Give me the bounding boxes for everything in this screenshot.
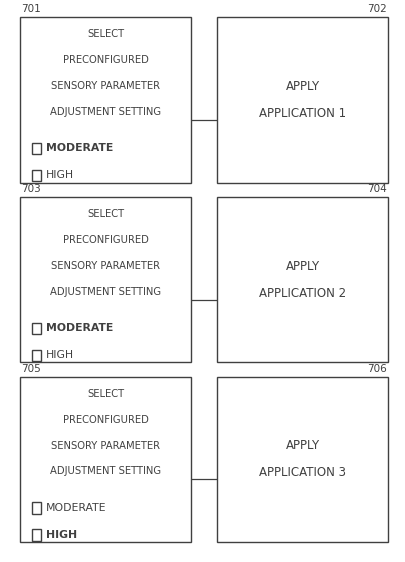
Text: APPLICATION 3: APPLICATION 3	[258, 466, 345, 479]
Text: HIGH: HIGH	[46, 530, 77, 540]
Text: SENSORY PARAMETER: SENSORY PARAMETER	[51, 441, 160, 451]
Text: 703: 703	[21, 184, 40, 194]
Text: ADJUSTMENT SETTING: ADJUSTMENT SETTING	[50, 466, 161, 477]
Text: 704: 704	[367, 184, 386, 194]
Text: ADJUSTMENT SETTING: ADJUSTMENT SETTING	[50, 287, 161, 297]
Text: 706: 706	[367, 364, 386, 374]
Text: HIGH: HIGH	[46, 350, 74, 360]
Bar	[20, 197, 190, 362]
Text: APPLICATION 1: APPLICATION 1	[258, 107, 345, 120]
Text: APPLY: APPLY	[285, 80, 319, 93]
Text: APPLICATION 2: APPLICATION 2	[258, 287, 345, 300]
Text: ADJUSTMENT SETTING: ADJUSTMENT SETTING	[50, 107, 161, 117]
Text: MODERATE: MODERATE	[46, 503, 107, 513]
Text: SELECT: SELECT	[87, 209, 124, 219]
Bar	[32, 529, 41, 541]
Bar	[20, 377, 190, 542]
Text: SELECT: SELECT	[87, 29, 124, 39]
Text: MODERATE: MODERATE	[46, 143, 113, 153]
Text: PRECONFIGURED: PRECONFIGURED	[62, 235, 148, 245]
Text: 702: 702	[367, 4, 386, 14]
Text: SENSORY PARAMETER: SENSORY PARAMETER	[51, 261, 160, 271]
Bar	[32, 323, 41, 334]
Bar	[32, 143, 41, 154]
Bar	[217, 377, 387, 542]
Bar	[217, 17, 387, 183]
Text: 701: 701	[21, 4, 40, 14]
Text: SELECT: SELECT	[87, 389, 124, 399]
Text: SENSORY PARAMETER: SENSORY PARAMETER	[51, 81, 160, 91]
Text: HIGH: HIGH	[46, 170, 74, 180]
Text: PRECONFIGURED: PRECONFIGURED	[62, 55, 148, 65]
Bar	[20, 17, 190, 183]
Bar	[217, 197, 387, 362]
Bar	[32, 170, 41, 181]
Text: PRECONFIGURED: PRECONFIGURED	[62, 415, 148, 425]
Text: APPLY: APPLY	[285, 260, 319, 273]
Bar	[32, 502, 41, 514]
Text: MODERATE: MODERATE	[46, 323, 113, 333]
Text: APPLY: APPLY	[285, 439, 319, 452]
Text: 705: 705	[21, 364, 40, 374]
Bar	[32, 350, 41, 361]
